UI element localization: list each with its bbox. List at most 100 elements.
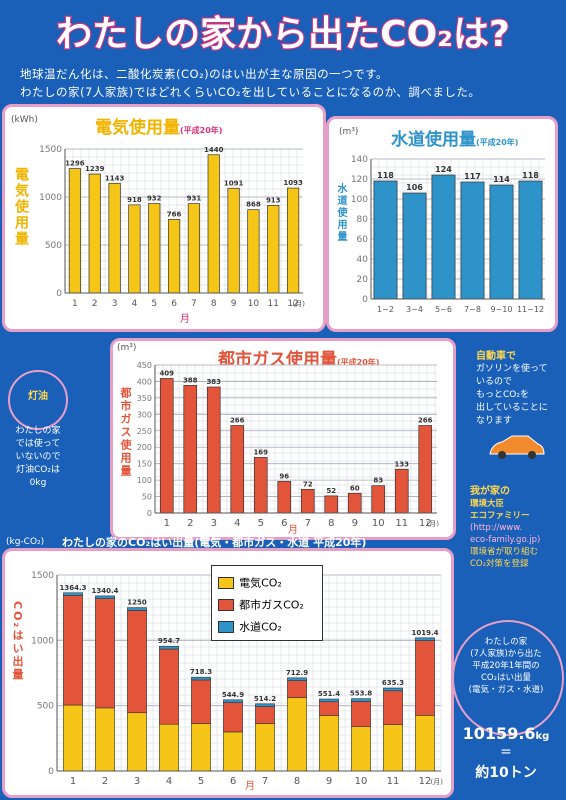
gas-x-tick-label: 3 — [211, 518, 217, 529]
co2-y-tick-label: 1000 — [31, 636, 54, 646]
co2-bar-gas — [319, 701, 339, 716]
eco-note: 我が家の 環境大臣 エコファミリー (http://www. eco-famil… — [470, 486, 562, 570]
electric-title-group: 電気使用量(平成20年) — [95, 113, 222, 138]
kerosene-line-3: いないので — [15, 452, 61, 462]
co2-x-tick-label: 1 — [70, 776, 76, 787]
page-title: わたしの家から出たCO₂は? — [55, 13, 511, 56]
legend-item-gas: 都市ガスCO₂ — [218, 594, 304, 613]
gas-data-label: 52 — [326, 487, 336, 495]
car-line-2: ガソリンを使って — [476, 364, 548, 374]
gas-bar — [418, 425, 433, 514]
co2-chart-panel: CO₂はい出量 0 500 1000 1500 1364.3 1 1340.4 2 1250 3 9… — [2, 548, 454, 798]
gas-y-tick-label: 50 — [142, 493, 152, 502]
electric-data-label: 932 — [147, 195, 162, 203]
electric-y-tick-label: 1500 — [39, 145, 62, 155]
water-y-tick-label: 120 — [351, 175, 368, 185]
water-x-tick-label: 11~12 — [517, 305, 544, 314]
co2-data-label: 1250 — [127, 599, 147, 607]
electric-title: 電気使用量 — [95, 118, 180, 138]
co2-bar-water — [63, 592, 83, 596]
co2-stacked-bar-chart: 0 500 1000 1500 1364.3 1 1340.4 2 1250 3 954.7 4 718… — [31, 571, 443, 787]
intro-line-1: 地球温だん化は、二酸化炭素(CO₂)のはい出が主な原因の一つです。 — [20, 67, 389, 81]
legend-item-electric: 電気CO₂ — [218, 572, 282, 591]
gas-data-label: 409 — [159, 369, 174, 377]
car-wheel-back — [528, 451, 536, 459]
water-bar-chart: 0 20 40 60 80 100 120 140 118 1~2 106 3~4 124 5~6 117 7… — [351, 155, 545, 314]
gas-y-tick-label: 100 — [137, 476, 152, 485]
eco-line-1: 我が家の — [470, 486, 510, 497]
water-ylabel: 水道使用量 — [335, 183, 346, 243]
co2-bar-gas — [351, 701, 371, 728]
kerosene-line-5: 0kg — [29, 478, 47, 488]
kerosene-line-4: 灯油CO₂は — [16, 465, 60, 475]
co2-bar-gas — [191, 679, 211, 724]
water-bar — [373, 180, 398, 300]
gas-x-unit: (月) — [427, 520, 440, 528]
co2-y-tick-label: 0 — [48, 767, 54, 777]
co2-data-label: 635.3 — [382, 679, 404, 687]
electric-bar — [247, 209, 260, 294]
gas-x-tick-label: 5 — [258, 518, 264, 529]
electric-unit: (kWh) — [11, 115, 38, 125]
co2-y-tick-label: 500 — [37, 702, 54, 712]
co2-x-tick-label: 7 — [262, 776, 268, 787]
gas-data-label: 72 — [303, 480, 313, 488]
gas-x-tick-label: 8 — [328, 518, 334, 529]
gas-data-label: 388 — [183, 376, 198, 384]
electric-x-tick-label: 12 — [287, 299, 298, 309]
electric-data-label: 931 — [187, 195, 202, 203]
co2-bar-gas — [95, 598, 115, 709]
water-y-tick-label: 80 — [357, 215, 369, 225]
co2-data-label: 1364.3 — [59, 584, 86, 592]
electric-x-unit: (月) — [293, 300, 306, 308]
gas-y-tick-label: 0 — [147, 509, 152, 518]
car-line-3: いるので — [476, 377, 513, 387]
electric-x-tick-label: 10 — [248, 299, 260, 309]
co2-bar-electric — [415, 715, 435, 772]
water-x-tick-label: 7~8 — [464, 305, 481, 314]
electric-x-tick-label: 5 — [151, 299, 157, 309]
electric-data-label: 913 — [266, 196, 281, 204]
gas-x-tick-label: 1 — [164, 518, 170, 529]
legend-swatch-water — [218, 620, 234, 633]
gas-period: (平成20年) — [337, 358, 380, 367]
water-y-tick-label: 140 — [351, 155, 368, 165]
co2-data-label: 551.4 — [318, 690, 340, 698]
co2-bar-electric — [223, 731, 243, 772]
summary-line-2: (7人家族)から出た — [470, 649, 542, 659]
electric-chart: 0 500 1000 1500 1296 1 1239 2 1143 3 918 4 932 5 766 6 9… — [39, 137, 313, 313]
gas-y-tick-label: 300 — [137, 410, 152, 419]
gas-bar — [324, 495, 339, 514]
car-wheel-front — [498, 451, 506, 459]
gas-data-label: 169 — [253, 448, 268, 456]
electric-data-label: 1093 — [283, 179, 303, 187]
gas-bar — [230, 425, 245, 514]
electric-x-tick-label: 6 — [171, 299, 177, 309]
co2-bar-gas — [223, 702, 243, 733]
co2-chart: 0 500 1000 1500 1364.3 1 1340.4 2 1250 3 954.7 4 718… — [27, 555, 447, 789]
gas-bar — [159, 378, 174, 514]
gas-bar — [277, 481, 292, 514]
summary-equals: = — [500, 744, 512, 760]
co2-x-tick-label: 6 — [230, 776, 236, 787]
water-chart-panel: (m³) 水道使用量(平成20年) 水道使用量 0 20 40 60 80 100 120 1… — [326, 116, 558, 332]
co2-bar-water — [95, 595, 115, 599]
electric-data-label: 868 — [246, 201, 261, 209]
gas-bar — [371, 485, 386, 514]
gas-bar — [394, 468, 409, 514]
gas-data-label: 383 — [206, 378, 221, 386]
co2-bar-gas — [127, 610, 147, 714]
gas-data-label: 60 — [350, 484, 360, 492]
kerosene-line-1: わたしの家 — [15, 426, 61, 436]
gas-bar — [300, 488, 315, 514]
car-icon — [489, 435, 545, 459]
summary-note: わたしの家 (7人家族)から出た 平成20年1年間の CO₂はい出量 (電気・ガ… — [452, 636, 560, 696]
electric-y-tick-label: 0 — [56, 289, 62, 299]
water-unit: (m³) — [339, 127, 359, 137]
electric-x-tick-label: 1 — [72, 299, 78, 309]
kerosene-title: 灯油 — [28, 391, 48, 402]
eco-line-4: (http://www. — [470, 523, 523, 533]
gas-ylabel: 都市ガス使用量 — [119, 387, 132, 478]
summary-approx: 約10トン — [475, 765, 537, 781]
